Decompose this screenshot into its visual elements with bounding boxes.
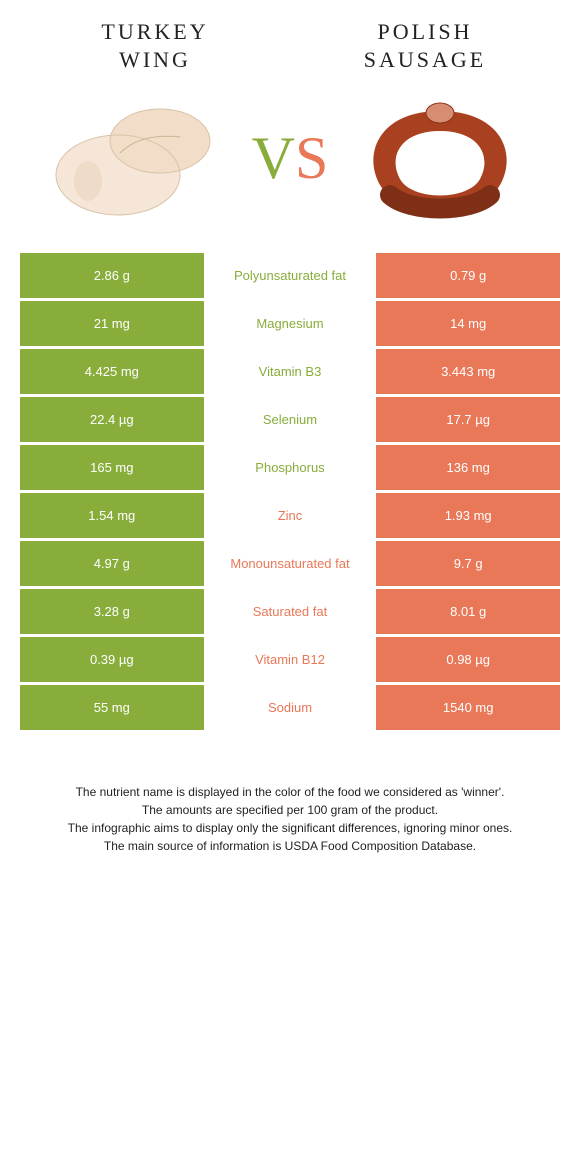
left-food-title: TURKEY WING <box>34 18 277 73</box>
nutrient-label: Magnesium <box>204 301 377 346</box>
footer-line-1: The nutrient name is displayed in the co… <box>42 783 538 801</box>
left-value: 1.54 mg <box>20 493 204 538</box>
table-row: 4.425 mgVitamin B33.443 mg <box>20 349 560 394</box>
nutrient-label: Polyunsaturated fat <box>204 253 377 298</box>
left-food-title-line2: WING <box>119 47 191 72</box>
nutrient-label: Selenium <box>204 397 377 442</box>
left-value: 0.39 µg <box>20 637 204 682</box>
left-value: 3.28 g <box>20 589 204 634</box>
table-row: 1.54 mgZinc1.93 mg <box>20 493 560 538</box>
right-value: 9.7 g <box>376 541 560 586</box>
nutrient-label: Monounsaturated fat <box>204 541 377 586</box>
left-value: 165 mg <box>20 445 204 490</box>
right-value: 0.98 µg <box>376 637 560 682</box>
table-row: 3.28 gSaturated fat8.01 g <box>20 589 560 634</box>
footer-notes: The nutrient name is displayed in the co… <box>0 733 580 895</box>
right-value: 1540 mg <box>376 685 560 730</box>
table-row: 165 mgPhosphorus136 mg <box>20 445 560 490</box>
nutrient-label: Saturated fat <box>204 589 377 634</box>
table-row: 2.86 gPolyunsaturated fat0.79 g <box>20 253 560 298</box>
table-row: 55 mgSodium1540 mg <box>20 685 560 730</box>
right-value: 3.443 mg <box>376 349 560 394</box>
header: TURKEY WING POLISH SAUSAGE <box>0 0 580 83</box>
left-value: 4.97 g <box>20 541 204 586</box>
vs-label: VS <box>252 124 329 193</box>
nutrient-label: Sodium <box>204 685 377 730</box>
right-value: 0.79 g <box>376 253 560 298</box>
footer-line-4: The main source of information is USDA F… <box>42 837 538 855</box>
left-value: 55 mg <box>20 685 204 730</box>
footer-line-3: The infographic aims to display only the… <box>42 819 538 837</box>
vs-letter-v: V <box>252 124 295 193</box>
right-food-title: POLISH SAUSAGE <box>304 18 547 73</box>
right-food-title-line1: POLISH <box>377 19 472 44</box>
right-food-image <box>350 93 530 223</box>
nutrient-label: Vitamin B12 <box>204 637 377 682</box>
right-food-title-line2: SAUSAGE <box>364 47 486 72</box>
footer-line-2: The amounts are specified per 100 gram o… <box>42 801 538 819</box>
left-value: 2.86 g <box>20 253 204 298</box>
right-value: 136 mg <box>376 445 560 490</box>
nutrient-label: Zinc <box>204 493 377 538</box>
vs-letter-s: S <box>295 124 328 193</box>
comparison-table: 2.86 gPolyunsaturated fat0.79 g21 mgMagn… <box>20 253 560 730</box>
left-value: 21 mg <box>20 301 204 346</box>
right-value: 8.01 g <box>376 589 560 634</box>
right-value: 14 mg <box>376 301 560 346</box>
nutrient-label: Vitamin B3 <box>204 349 377 394</box>
left-food-image <box>50 93 230 223</box>
left-value: 22.4 µg <box>20 397 204 442</box>
table-row: 0.39 µgVitamin B120.98 µg <box>20 637 560 682</box>
right-value: 1.93 mg <box>376 493 560 538</box>
vs-row: VS <box>0 83 580 253</box>
left-value: 4.425 mg <box>20 349 204 394</box>
table-row: 22.4 µgSelenium17.7 µg <box>20 397 560 442</box>
table-row: 21 mgMagnesium14 mg <box>20 301 560 346</box>
left-food-title-line1: TURKEY <box>101 19 208 44</box>
right-value: 17.7 µg <box>376 397 560 442</box>
table-row: 4.97 gMonounsaturated fat9.7 g <box>20 541 560 586</box>
nutrient-label: Phosphorus <box>204 445 377 490</box>
